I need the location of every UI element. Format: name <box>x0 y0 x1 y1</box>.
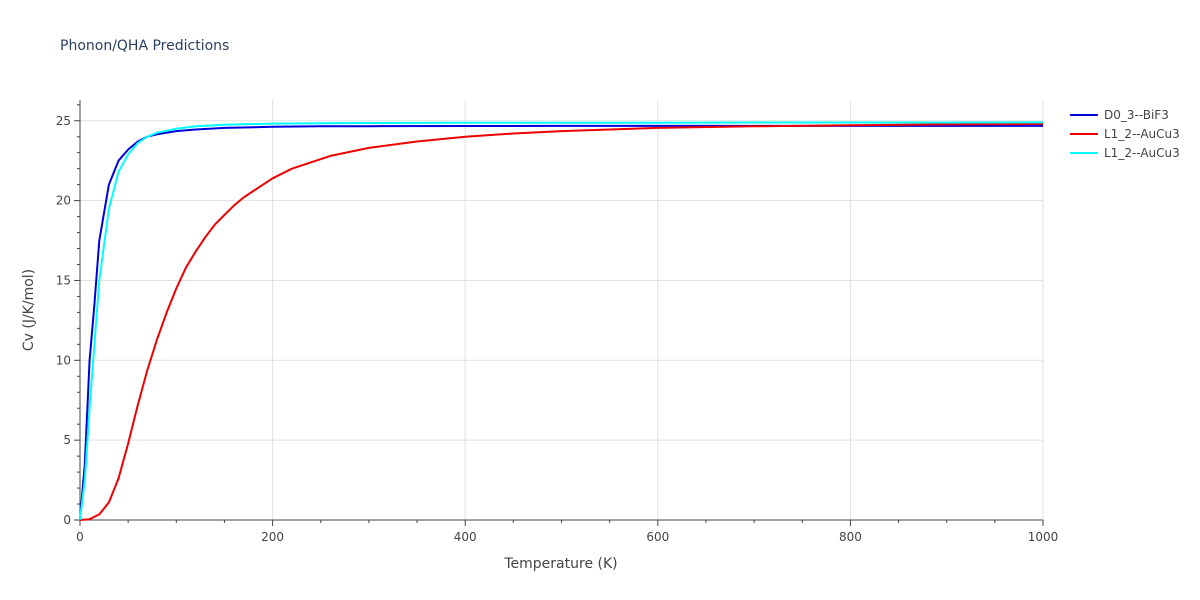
tick-labels: 0 200 400 600 800 1000 0 5 10 15 20 25 <box>56 114 1059 544</box>
series-line-2 <box>79 123 1044 521</box>
x-tick-label: 400 <box>454 530 477 544</box>
grid <box>80 100 1044 520</box>
y-tick-label: 15 <box>56 273 71 287</box>
legend-label: D0_3--BiF3 <box>1104 108 1169 122</box>
legend-label: L1_2--AuCu3 <box>1104 146 1180 160</box>
legend-item-1[interactable]: D0_3--BiF3 <box>1070 108 1169 122</box>
legend-item-2[interactable]: L1_2--AuCu3 <box>1070 127 1180 141</box>
series-line-3 <box>79 121 1044 521</box>
series-lines <box>79 121 1044 521</box>
y-tick-label: 10 <box>56 353 71 367</box>
x-tick-label: 200 <box>261 530 284 544</box>
x-tick-label: 1000 <box>1028 530 1059 544</box>
x-tick-label: 600 <box>646 530 669 544</box>
x-tick-label: 0 <box>76 530 84 544</box>
y-axis-title: Cv (J/K/mol) <box>21 269 37 351</box>
legend-label: L1_2--AuCu3 <box>1104 127 1180 141</box>
y-tick-label: 5 <box>63 433 71 447</box>
chart-title: Phonon/QHA Predictions <box>60 38 229 54</box>
legend-item-3[interactable]: L1_2--AuCu3 <box>1070 146 1180 160</box>
series-line-1 <box>79 124 1043 521</box>
x-axis-title: Temperature (K) <box>503 556 617 572</box>
y-tick-label: 0 <box>63 513 71 527</box>
y-tick-label: 25 <box>56 114 71 128</box>
axes <box>74 100 1044 526</box>
x-tick-label: 800 <box>839 530 862 544</box>
legend[interactable]: D0_3--BiF3 L1_2--AuCu3 L1_2--AuCu3 <box>1070 108 1180 160</box>
y-tick-label: 20 <box>56 194 71 208</box>
